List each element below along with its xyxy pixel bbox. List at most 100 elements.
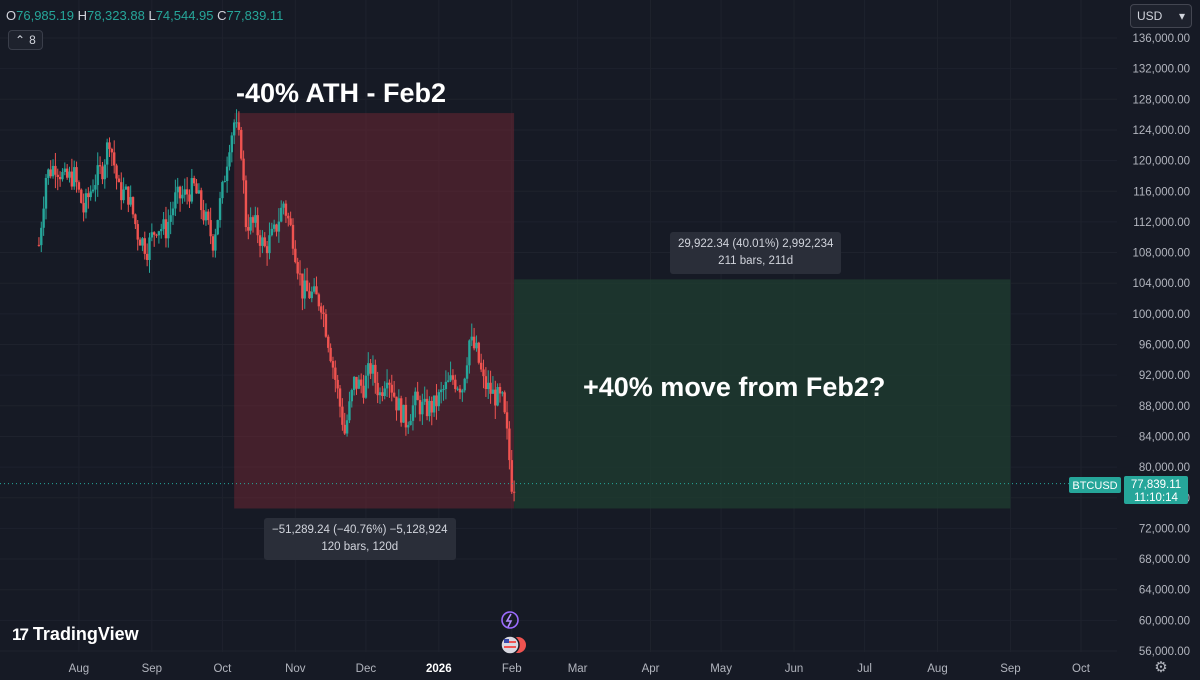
candle-body [155,234,158,236]
candle-body [418,400,422,415]
candle-body [42,208,45,228]
candle-body [237,122,241,130]
candle-body [204,211,208,221]
price-label-countdown: 11:10:14 [1134,492,1179,504]
candle-body [113,152,116,166]
rise-zone [514,279,1011,509]
candle-body [439,389,443,393]
candle-body [312,286,316,292]
candle-body [91,189,95,192]
indicators-toggle[interactable]: ⌃ 8 [8,30,43,50]
candle-body [371,364,375,374]
candle-body [197,190,201,194]
candle-body [395,396,398,411]
candle-body [256,215,259,236]
candle-body [374,364,377,383]
candle-body [376,382,379,396]
candle-body [404,404,408,428]
candle-body [280,207,283,222]
candle-body [103,164,106,180]
currency-select[interactable]: USD ▾ [1130,4,1192,28]
x-tick-label: Sep [142,663,162,675]
candle-body [338,388,342,407]
rise-measure-line2: 211 bars, 211d [718,255,794,267]
candle-body [143,238,146,254]
candle-body [110,148,114,153]
events-icon[interactable] [496,610,530,658]
candle-body [174,192,177,209]
candle-body [329,347,332,362]
candle-body [359,379,363,386]
candle-body [496,387,499,406]
candle-body [169,215,172,222]
candle-body [479,362,483,370]
candle-body [47,169,50,178]
candle-body [310,291,313,299]
candle-body [421,401,424,415]
candle-body [249,217,252,231]
settings-gear-icon[interactable]: ⚙ [1154,659,1168,676]
ohlc-high-label: H [77,8,87,23]
candle-body [223,181,226,183]
candle-body [277,221,281,232]
candle-body [164,219,168,239]
candle-body [369,363,372,374]
candle-body [183,189,186,195]
candle-body [117,178,121,183]
candle-body [320,306,323,313]
candle-body [214,234,217,251]
time-axis[interactable]: Aug Sep Oct Nov Dec 2026 Feb Mar Apr May Jun Jul Aug… [69,663,1091,675]
candle-body [80,189,83,203]
candle-body [148,237,151,261]
candle-body [324,314,328,337]
drop-annotation: -40% ATH - Feb2 [236,78,447,108]
candle-body [272,224,276,229]
y-tick-label: 68,000.00 [1139,554,1190,566]
candle-body [138,239,142,246]
candle-body [437,392,441,407]
candle-body [254,215,257,223]
candle-body [150,232,154,238]
candle-body [451,375,455,380]
candle-body [498,387,502,394]
candle-body [470,336,473,341]
candle-body [258,235,262,246]
candle-body [82,202,85,213]
candle-body [465,365,469,379]
candle-body [263,237,266,247]
rise-annotation: +40% move from Feb2? [583,372,886,402]
candle-body [461,390,464,393]
candle-body [301,273,304,299]
candle-body [303,280,306,299]
candle-body [343,424,346,434]
candle-body [294,248,297,263]
candle-body [190,178,194,202]
ohlc-legend: O76,985.19 H78,323.88 L74,544.95 C77,839… [6,8,283,23]
candle-body [270,228,274,236]
candle-body [37,244,41,246]
candle-body [442,389,445,391]
candle-body [305,280,309,292]
candle-body [218,198,222,221]
candle-body [134,214,137,225]
candle-body [477,342,481,363]
y-tick-label: 56,000.00 [1139,646,1190,658]
candle-body [122,189,125,201]
y-tick-label: 112,000.00 [1133,217,1190,229]
candle-body [265,246,269,254]
y-tick-label: 116,000.00 [1133,186,1190,198]
y-tick-label: 84,000.00 [1139,431,1190,443]
x-tick-label: Sep [1000,663,1020,675]
candle-body [195,183,198,194]
candle-body [282,203,285,208]
candle-body [510,460,513,492]
tradingview-logo[interactable]: 17 TradingView [12,624,139,645]
price-axis[interactable]: 136,000.00 132,000.00 128,000.00 124,000.00… [1132,33,1190,658]
y-tick-label: 72,000.00 [1139,523,1190,535]
candle-body [458,388,462,393]
candle-body [275,224,278,232]
rise-measure-tooltip: 29,922.34 (40.01%) 2,992,234 211 bars, 2… [670,232,842,274]
candle-body [216,220,219,235]
tradingview-mark-icon: 17 [12,624,29,644]
